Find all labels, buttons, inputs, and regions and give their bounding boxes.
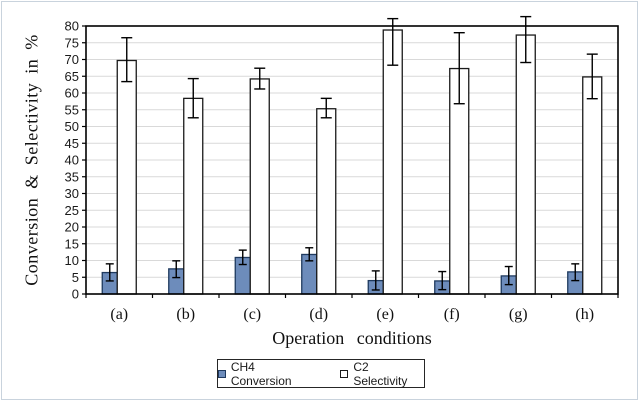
x-category-label: (b) (176, 306, 195, 323)
x-category-label: (c) (243, 306, 261, 323)
y-tick-label: 65 (65, 69, 79, 84)
bar-c2-8 (582, 76, 603, 295)
x-category-label: (h) (575, 306, 594, 323)
y-tick-label: 25 (65, 203, 79, 218)
y-tick-label: 20 (65, 220, 79, 235)
legend-label-c2-selectivity: C2 Selectivity (353, 359, 408, 388)
y-tick-label: 75 (65, 35, 79, 50)
x-category-label: (a) (110, 306, 128, 323)
bar-c2-7 (515, 34, 536, 295)
y-tick-label: 55 (65, 102, 79, 117)
bar-c2-5 (382, 29, 403, 295)
legend-item-c2-selectivity: C2 Selectivity (340, 360, 424, 388)
y-tick-label: 30 (65, 186, 79, 201)
x-category-label: (d) (309, 306, 328, 323)
bar-c2-1 (116, 59, 137, 295)
y-tick-label: 10 (65, 253, 79, 268)
y-axis-title: Conversion & Selectivity in % (21, 34, 42, 286)
y-tick-label: 5 (72, 270, 79, 285)
y-tick-label: 50 (65, 119, 79, 134)
y-tick-label: 45 (65, 136, 79, 151)
y-tick-label: 70 (65, 52, 79, 67)
bar-c2-3 (249, 78, 270, 295)
legend-item-ch4-conversion: CH4 Conversion (218, 360, 316, 388)
x-axis-title: Operation conditions (272, 328, 432, 348)
bar-c2-2 (183, 97, 204, 295)
legend-swatch-c2-selectivity (340, 369, 349, 378)
y-tick-label: 40 (65, 153, 79, 168)
y-tick-label: 80 (65, 19, 79, 34)
legend-label-ch4-conversion: CH4 Conversion (230, 359, 292, 388)
legend-swatch-ch4-conversion (218, 369, 226, 378)
x-category-label: (f) (444, 306, 460, 323)
x-category-label: (g) (509, 306, 528, 323)
y-tick-label: 35 (65, 169, 79, 184)
x-category-label: (e) (376, 306, 394, 323)
y-tick-label: 0 (72, 287, 79, 302)
y-tick-label: 60 (65, 86, 79, 101)
bar-c2-4 (316, 108, 337, 295)
legend: CH4 Conversion C2 Selectivity (217, 359, 425, 388)
y-tick-label: 15 (65, 236, 79, 251)
